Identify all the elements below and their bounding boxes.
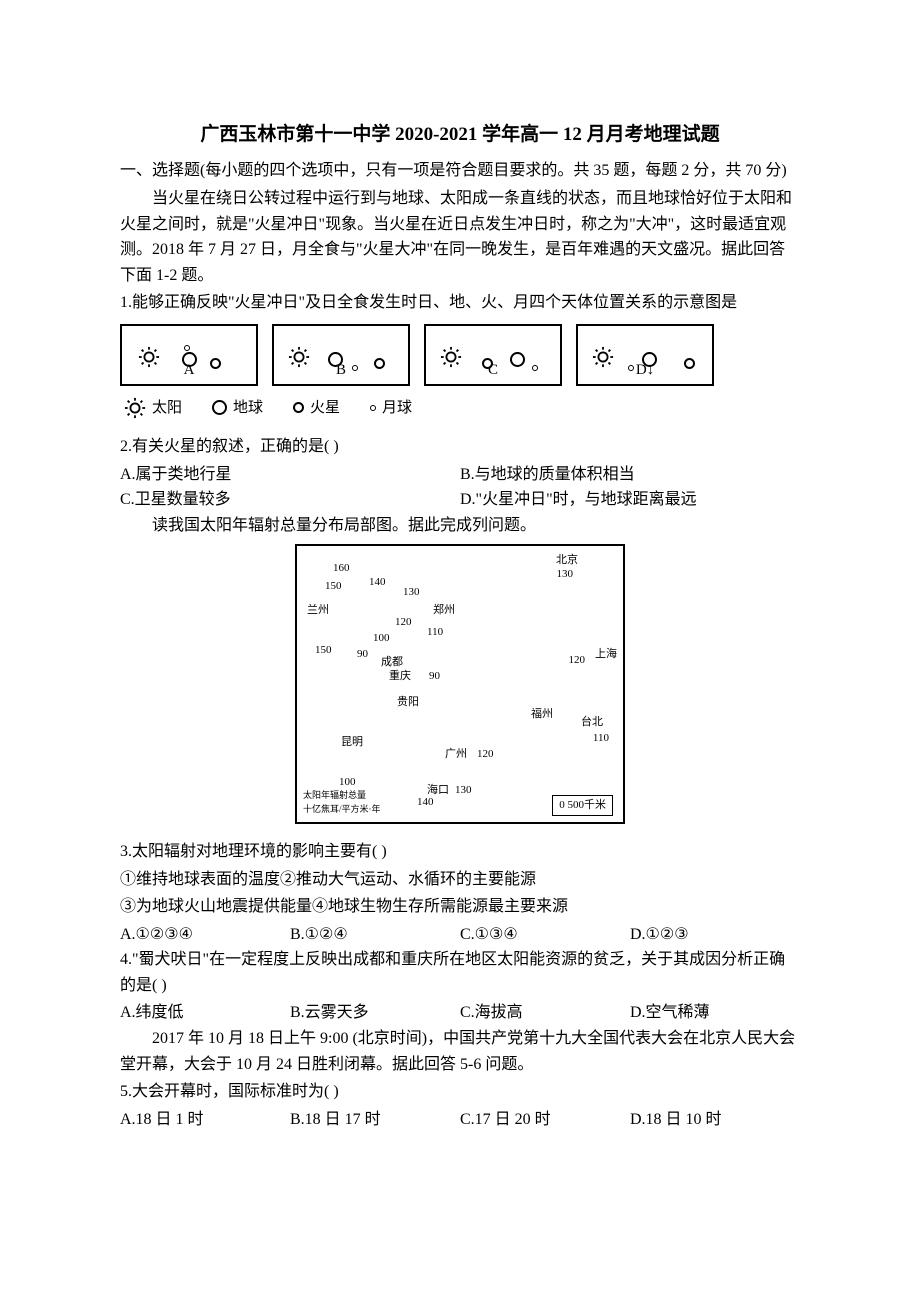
contour-150b: 150 (315, 642, 332, 660)
question-2-stem: 2.有关火星的叙述，正确的是( ) (120, 434, 800, 460)
q5-opt-b: B.18 日 17 时 (290, 1107, 460, 1133)
legend-earth: 地球 (212, 396, 263, 420)
q5-opt-d: D.18 日 10 时 (630, 1107, 800, 1133)
city-zhengzhou: 郑州 (433, 602, 455, 620)
moon-dot (352, 354, 358, 380)
val-chongqing: 90 (429, 668, 440, 686)
solar-radiation-map: 北京 130 160 150 140 130 兰州 郑州 120 110 100… (120, 544, 800, 833)
contour-110: 110 (427, 624, 443, 642)
city-fuzhou: 福州 (531, 706, 553, 724)
diagram-label-a: A (184, 358, 195, 382)
question-4-stem: 4."蜀犬吠日"在一定程度上反映出成都和重庆所在地区太阳能资源的贫乏，关于其成因… (120, 947, 800, 998)
q2-opt-d: D."火星冲日"时，与地球距离最远 (460, 487, 800, 513)
question-4-options: A.纬度低 B.云雾天多 C.海拔高 D.空气稀薄 (120, 1000, 800, 1026)
earth-dot (510, 350, 525, 376)
legend-sun: 太阳 (124, 396, 182, 420)
contour-150: 150 (325, 578, 342, 596)
mars-dot (684, 352, 695, 378)
q3-opt-b: B.①②④ (290, 922, 460, 948)
legend-sun-label: 太阳 (152, 396, 182, 420)
q5-opt-c: C.17 日 20 时 (460, 1107, 630, 1133)
map-scale: 0 500千米 (552, 795, 613, 817)
contour-160: 160 (333, 560, 350, 578)
diagram-label-c: C (488, 358, 498, 382)
city-taibei: 台北 (581, 714, 603, 732)
q4-opt-c: C.海拔高 (460, 1000, 630, 1026)
val-haikou: 140 (417, 794, 434, 812)
contour-130b: 130 (455, 782, 472, 800)
diagram-label-d: D↓ (636, 358, 654, 382)
moon-dot (628, 354, 634, 380)
contour-130: 130 (403, 584, 420, 602)
question-3-line2: ③为地球火山地震提供能量④地球生物生存所需能源最主要来源 (120, 894, 800, 920)
map-legend-2: 十亿焦耳/平方米·年 (303, 802, 381, 816)
question-3-line1: ①维持地球表面的温度②推动大气运动、水循环的主要能源 (120, 867, 800, 893)
val-beijing: 130 (557, 566, 574, 584)
diagram-c: C (424, 324, 562, 386)
legend-moon: 月球 (370, 396, 412, 420)
q4-opt-a: A.纬度低 (120, 1000, 290, 1026)
diagram-b: B (272, 324, 410, 386)
q4-opt-b: B.云雾天多 (290, 1000, 460, 1026)
question-2-options: A.属于类地行星 B.与地球的质量体积相当 C.卫星数量较多 D."火星冲日"时… (120, 462, 800, 513)
question-3-options: A.①②③④ B.①②④ C.①③④ D.①②③ (120, 922, 800, 948)
city-kunming: 昆明 (341, 734, 363, 752)
q3-opt-d: D.①②③ (630, 922, 800, 948)
legend-mars-label: 火星 (310, 396, 340, 420)
q2-opt-a: A.属于类地行星 (120, 462, 460, 488)
question-3-stem: 3.太阳辐射对地理环境的影响主要有( ) (120, 839, 800, 865)
map-legend-1: 太阳年辐射总量 (303, 788, 366, 802)
diagram-d: D↓ (576, 324, 714, 386)
city-guangzhou: 广州 (445, 746, 467, 764)
legend-mars: 火星 (293, 396, 340, 420)
city-guiyang: 贵阳 (397, 694, 419, 712)
passage-2: 读我国太阳年辐射总量分布局部图。据此完成列问题。 (120, 513, 800, 539)
diagram-row: A B C D↓ (120, 324, 800, 386)
moon-dot (532, 354, 538, 380)
diagram-label-b: B (336, 358, 346, 382)
sun-icon (124, 397, 146, 419)
q3-opt-c: C.①③④ (460, 922, 630, 948)
contour-120b: 120 (569, 652, 586, 670)
contour-90: 90 (357, 646, 368, 664)
city-chongqing: 重庆 (389, 668, 411, 686)
exam-title: 广西玉林市第十一中学 2020-2021 学年高一 12 月月考地理试题 (120, 120, 800, 150)
contour-120c: 120 (477, 746, 494, 764)
passage-1: 当火星在绕日公转过程中运行到与地球、太阳成一条直线的状态，而且地球恰好位于太阳和… (120, 186, 800, 288)
mars-dot (374, 352, 385, 378)
q4-opt-d: D.空气稀薄 (630, 1000, 800, 1026)
contour-100: 100 (373, 630, 390, 648)
diagram-a: A (120, 324, 258, 386)
val-taibei: 110 (593, 730, 609, 748)
contour-140: 140 (369, 574, 386, 592)
sun-icon (592, 346, 614, 368)
sun-icon (138, 346, 160, 368)
sun-icon (440, 346, 462, 368)
question-5-options: A.18 日 1 时 B.18 日 17 时 C.17 日 20 时 D.18 … (120, 1107, 800, 1133)
q2-opt-c: C.卫星数量较多 (120, 487, 460, 513)
city-lanzhou: 兰州 (307, 602, 329, 620)
city-shanghai: 上海 (595, 646, 617, 664)
q2-opt-b: B.与地球的质量体积相当 (460, 462, 800, 488)
contour-120: 120 (395, 614, 412, 632)
legend-earth-label: 地球 (233, 396, 263, 420)
q5-opt-a: A.18 日 1 时 (120, 1107, 290, 1133)
legend-row: 太阳 地球 火星 月球 (124, 396, 800, 420)
question-1-stem: 1.能够正确反映"火星冲日"及日全食发生时日、地、火、月四个天体位置关系的示意图… (120, 290, 800, 316)
question-5-stem: 5.大会开幕时，国际标准时为( ) (120, 1079, 800, 1105)
sun-icon (288, 346, 310, 368)
mars-dot (210, 352, 221, 378)
q3-opt-a: A.①②③④ (120, 922, 290, 948)
passage-3: 2017 年 10 月 18 日上午 9:00 (北京时间)，中国共产党第十九大… (120, 1026, 800, 1077)
legend-moon-label: 月球 (382, 396, 412, 420)
section-header: 一、选择题(每小题的四个选项中，只有一项是符合题目要求的。共 35 题，每题 2… (120, 158, 800, 184)
